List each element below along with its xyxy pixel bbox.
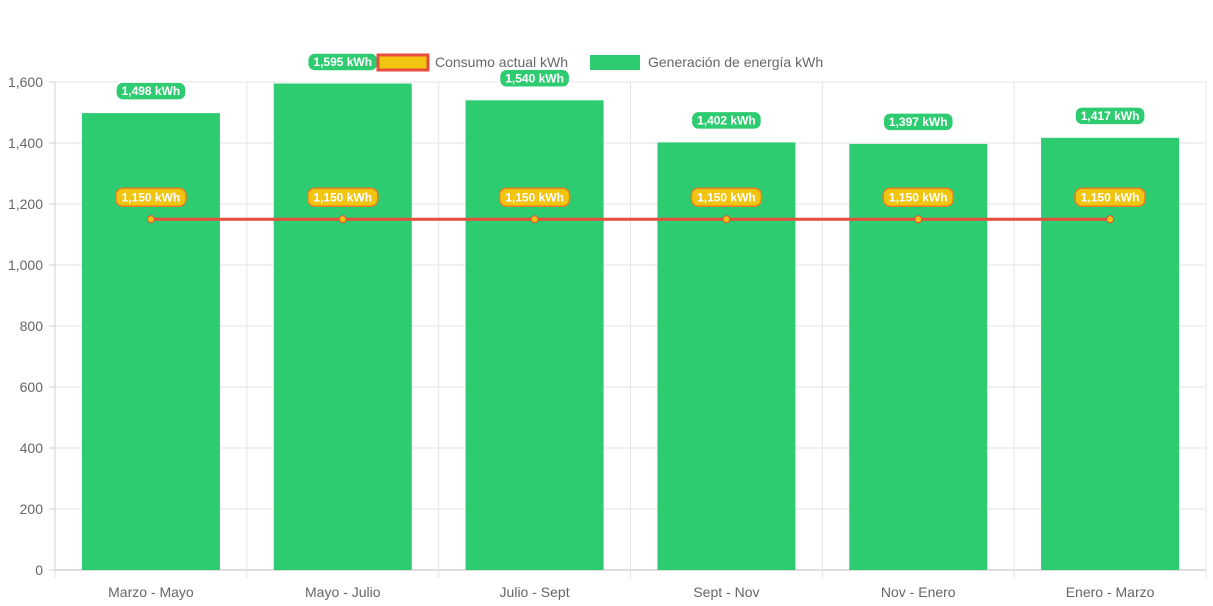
bar-data-label-text: 1,595 kWh (313, 55, 372, 69)
bar-data-label: 1,595 kWh (306, 52, 379, 72)
legend-item-generacion[interactable]: Generación de energía kWh (590, 54, 823, 70)
bar-generacion[interactable] (81, 113, 220, 571)
bar-data-label-background (1074, 106, 1146, 126)
data-labels: 1,498 kWh 1,595 kWh 1,540 kWh 1,402 kWh 1,39… (115, 52, 1146, 207)
line-data-label-background (1074, 187, 1146, 207)
line-data-label: 1,150 kWh (306, 187, 379, 207)
bar-data-label: 1,417 kWh (1074, 106, 1146, 126)
bar-data-label-background (690, 110, 763, 131)
y-tick-label: 800 (20, 318, 44, 334)
x-tick-label: Enero - Marzo (1066, 584, 1155, 600)
line-data-label-text: 1,150 kWh (505, 190, 564, 204)
line-data-label: 1,150 kWh (115, 187, 187, 207)
axes: 0 200 400 600 800 1,000 1,200 1,400 1,600 Marzo -… (8, 74, 1155, 600)
line-data-label-background (690, 187, 763, 207)
point-consumo[interactable] (1106, 215, 1115, 224)
bar-data-label-text: 1,540 kWh (505, 71, 564, 85)
x-tick-label: Julio - Sept (500, 584, 570, 600)
legend-label-generacion: Generación de energía kWh (648, 54, 823, 70)
line-series (146, 215, 1115, 224)
line-data-label-text: 1,150 kWh (122, 190, 181, 204)
bar-data-label-background (115, 81, 187, 101)
legend-label-consumo: Consumo actual kWh (435, 54, 568, 70)
bar-data-label: 1,540 kWh (498, 68, 571, 89)
legend-swatch-generacion (590, 55, 640, 70)
x-tick-label: Mayo - Julio (305, 584, 381, 600)
y-tick-label: 0 (35, 562, 43, 578)
bar-generacion[interactable] (1041, 137, 1180, 570)
point-consumo[interactable] (146, 215, 155, 224)
bar-data-label-background (498, 68, 571, 89)
line-data-label-background (306, 187, 379, 207)
y-tick-label: 1,600 (8, 74, 43, 90)
bar-generacion[interactable] (273, 83, 412, 571)
point-consumo[interactable] (338, 215, 347, 224)
x-tick-label: Sept - Nov (693, 584, 759, 600)
line-data-label: 1,150 kWh (498, 187, 571, 207)
line-data-label-text: 1,150 kWh (313, 190, 372, 204)
y-tick-label: 400 (20, 440, 44, 456)
line-data-label-background (115, 187, 187, 207)
x-tick-label: Nov - Enero (881, 584, 956, 600)
line-data-label: 1,150 kWh (690, 187, 763, 207)
bar-generacion[interactable] (657, 142, 796, 570)
point-consumo[interactable] (914, 215, 923, 224)
line-data-label: 1,150 kWh (882, 187, 955, 207)
bar-series (81, 83, 1180, 571)
bar-generacion[interactable] (849, 143, 988, 571)
line-data-label-background (882, 187, 955, 207)
bar-data-label: 1,498 kWh (115, 81, 187, 101)
legend-item-consumo[interactable]: Consumo actual kWh (376, 53, 568, 72)
grid (54, 81, 1207, 578)
bar-data-label-text: 1,397 kWh (889, 115, 948, 129)
bar-generacion[interactable] (465, 100, 604, 571)
y-tick-label: 1,200 (8, 196, 43, 212)
bar-data-label: 1,402 kWh (690, 110, 763, 131)
point-consumo[interactable] (722, 215, 731, 224)
line-data-label-text: 1,150 kWh (1081, 190, 1140, 204)
bar-data-label-text: 1,402 kWh (697, 113, 756, 127)
legend: Consumo actual kWh Generación de energía … (376, 53, 823, 72)
bar-data-label-text: 1,498 kWh (122, 84, 181, 98)
point-consumo[interactable] (530, 215, 539, 224)
y-tick-label: 1,000 (8, 257, 43, 273)
line-data-label-text: 1,150 kWh (889, 190, 948, 204)
y-tick-label: 600 (20, 379, 44, 395)
bar-data-label: 1,397 kWh (882, 112, 955, 132)
line-data-label-background (498, 187, 571, 207)
legend-swatch-consumo (376, 53, 430, 72)
bar-data-label-text: 1,417 kWh (1081, 109, 1140, 123)
bar-data-label-background (882, 112, 955, 132)
line-data-label-text: 1,150 kWh (697, 190, 756, 204)
line-data-label: 1,150 kWh (1074, 187, 1146, 207)
y-tick-label: 1,400 (8, 135, 43, 151)
x-tick-label: Marzo - Mayo (108, 584, 194, 600)
y-tick-label: 200 (20, 501, 44, 517)
